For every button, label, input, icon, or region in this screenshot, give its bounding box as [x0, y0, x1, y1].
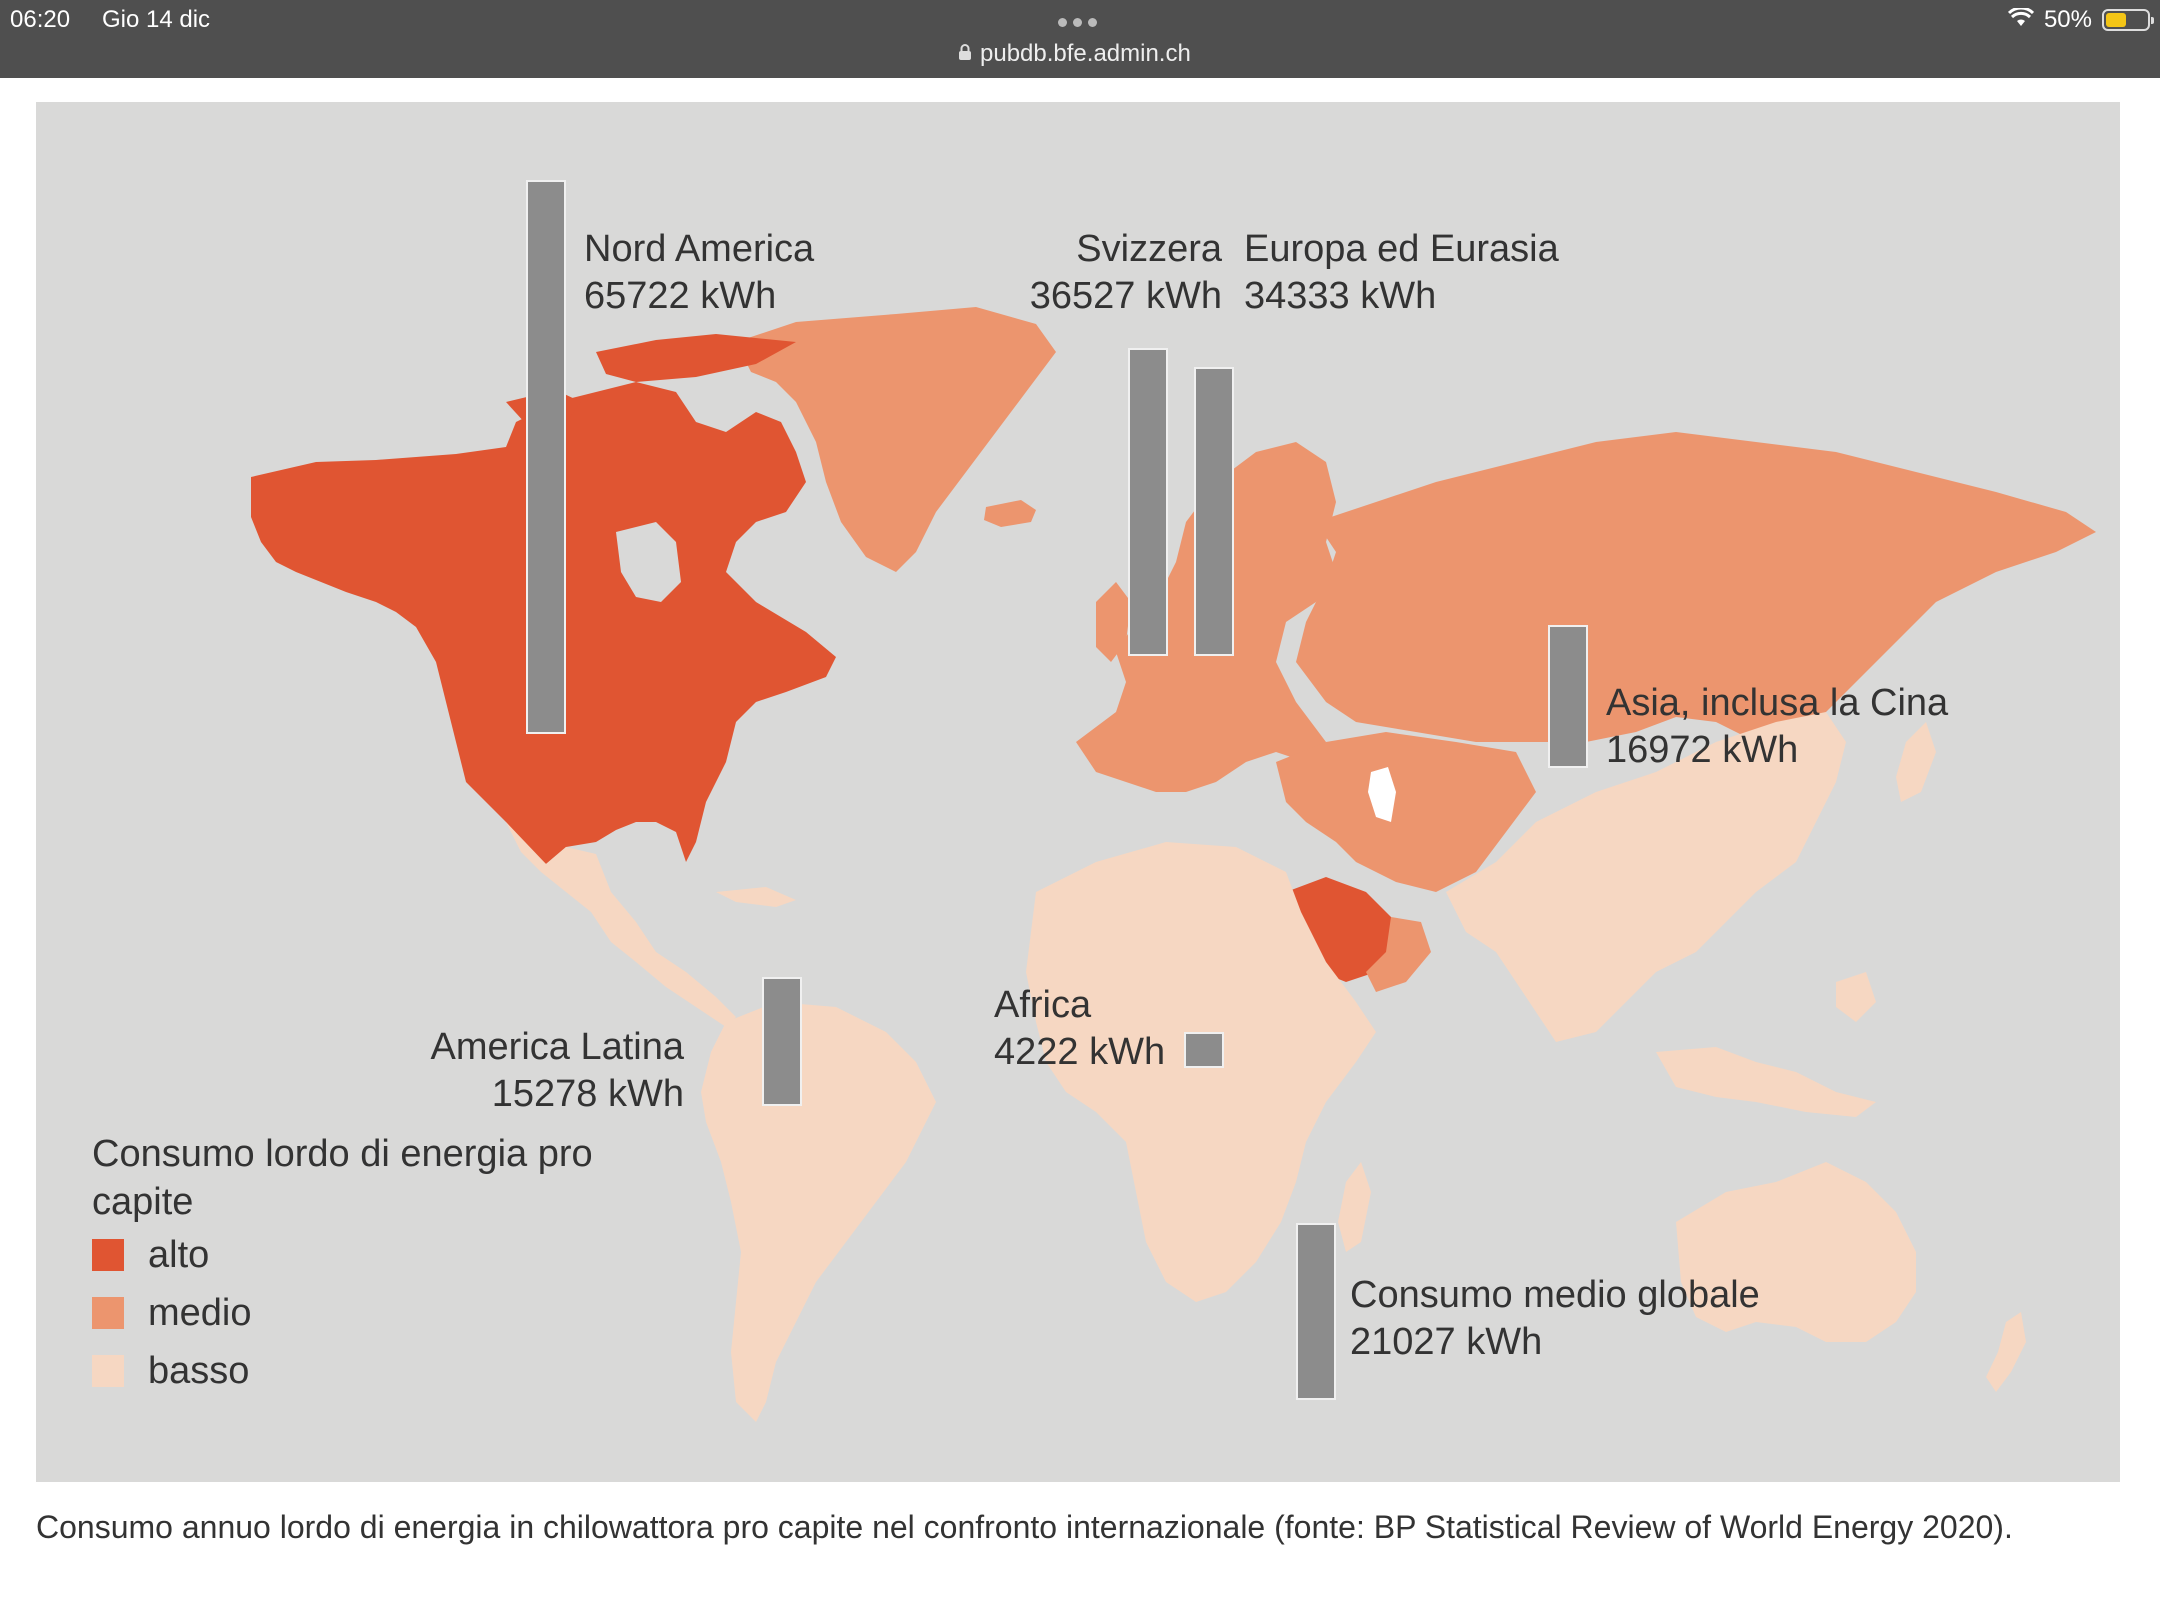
- energy-map-figure: Nord America 65722 kWh Svizzera 36527 kW…: [36, 102, 2120, 1482]
- region-name: Africa: [994, 984, 1092, 1026]
- legend-item-basso: basso: [92, 1342, 612, 1400]
- lock-icon: [958, 43, 972, 66]
- region-value: 4222 kWh: [994, 1031, 1166, 1073]
- bar-asia: [1548, 625, 1588, 768]
- status-bar: 06:20 Gio 14 dic pubdb.bfe.admin.ch 50%: [0, 0, 2160, 78]
- region-value: 16972 kWh: [1606, 729, 1799, 771]
- address-bar[interactable]: pubdb.bfe.admin.ch: [958, 40, 1191, 68]
- label-consumo-medio-globale: Consumo medio globale 21027 kWh: [1350, 1272, 1760, 1366]
- region-arctic-islands: [596, 334, 796, 382]
- legend-item-alto: alto: [92, 1226, 612, 1284]
- region-uk: [1096, 582, 1131, 662]
- status-date: Gio 14 dic: [102, 6, 211, 33]
- legend: Consumo lordo di energia pro capite alto…: [92, 1130, 612, 1400]
- label-asia: Asia, inclusa la Cina 16972 kWh: [1606, 680, 1948, 774]
- region-central-asia: [1276, 732, 1536, 892]
- status-time: 06:20: [10, 6, 71, 33]
- bar-svizzera: [1128, 348, 1168, 656]
- legend-item-medio: medio: [92, 1284, 612, 1342]
- region-value: 21027 kWh: [1350, 1321, 1543, 1363]
- region-russia: [1296, 432, 2096, 742]
- region-name: Asia, inclusa la Cina: [1606, 682, 1949, 724]
- region-name: Europa ed Eurasia: [1244, 228, 1559, 270]
- region-asia: [1446, 712, 1846, 1042]
- label-africa: Africa 4222 kWh: [994, 982, 1165, 1076]
- legend-title: Consumo lordo di energia pro capite: [92, 1133, 593, 1223]
- region-name: Consumo medio globale: [1350, 1274, 1760, 1316]
- region-value: 36527 kWh: [1029, 275, 1222, 317]
- battery-icon: [2102, 9, 2154, 31]
- label-svizzera: Svizzera 36527 kWh: [966, 226, 1222, 320]
- legend-label-basso: basso: [148, 1349, 250, 1392]
- bar-america-latina: [762, 977, 802, 1106]
- region-australia: [1676, 1162, 1916, 1342]
- region-iceland: [984, 500, 1036, 527]
- region-south-america: [701, 1002, 936, 1422]
- label-america-latina: America Latina 15278 kWh: [376, 1024, 684, 1118]
- bar-nord-america: [526, 180, 566, 734]
- wifi-icon: [2007, 6, 2035, 33]
- label-europa-eurasia: Europa ed Eurasia 34333 kWh: [1244, 226, 1559, 320]
- bar-consumo-medio-globale: [1296, 1223, 1336, 1400]
- bar-africa: [1184, 1032, 1224, 1068]
- label-nord-america: Nord America 65722 kWh: [584, 226, 814, 320]
- region-greenland: [736, 307, 1056, 572]
- figure-caption: Consumo annuo lordo di energia in chilow…: [36, 1509, 2013, 1545]
- region-mexico-central-america: [506, 822, 736, 1027]
- legend-swatch-alto: [92, 1239, 124, 1271]
- battery-percent: 50%: [2043, 6, 2092, 33]
- url-text: pubdb.bfe.admin.ch: [980, 40, 1191, 67]
- region-value: 65722 kWh: [584, 275, 777, 317]
- region-africa: [1026, 842, 1376, 1302]
- region-name: America Latina: [430, 1026, 684, 1068]
- legend-label-medio: medio: [148, 1291, 252, 1334]
- region-name: Svizzera: [1076, 228, 1222, 270]
- bar-europa-eurasia: [1194, 367, 1234, 656]
- region-value: 15278 kWh: [491, 1073, 684, 1115]
- region-name: Nord America: [584, 228, 815, 270]
- legend-swatch-basso: [92, 1355, 124, 1387]
- region-value: 34333 kWh: [1244, 275, 1437, 317]
- more-dots-icon[interactable]: [1058, 14, 1103, 32]
- legend-swatch-medio: [92, 1297, 124, 1329]
- battery-level: [2106, 13, 2126, 27]
- legend-label-alto: alto: [148, 1233, 210, 1276]
- hudson-bay: [616, 522, 681, 602]
